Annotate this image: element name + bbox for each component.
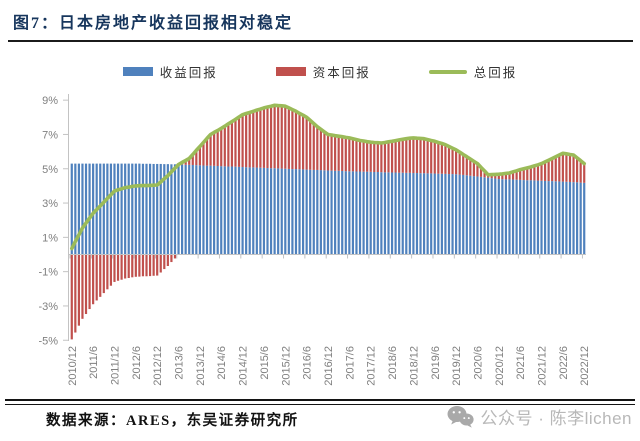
legend-item-total: 总回报: [428, 62, 518, 81]
svg-text:2012/6: 2012/6: [131, 346, 143, 380]
svg-text:2011/6: 2011/6: [88, 346, 100, 379]
data-source: 数据来源：ARES，东吴证券研究所: [46, 413, 299, 429]
figure-title: 图7：日本房地产收益回报相对稳定: [13, 15, 294, 32]
svg-text:2019/6: 2019/6: [430, 346, 442, 380]
svg-text:2014/12: 2014/12: [238, 346, 250, 386]
svg-text:9%: 9%: [42, 95, 58, 107]
svg-text:2022/12: 2022/12: [579, 346, 591, 386]
svg-text:2021/6: 2021/6: [515, 346, 527, 380]
svg-text:2012/12: 2012/12: [152, 346, 164, 386]
svg-text:-3%: -3%: [38, 301, 58, 313]
svg-text:2017/12: 2017/12: [366, 346, 378, 386]
svg-text:2014/6: 2014/6: [216, 346, 228, 380]
svg-text:2013/6: 2013/6: [174, 346, 186, 380]
svg-text:2022/6: 2022/6: [558, 346, 570, 380]
legend-label-total: 总回报: [473, 66, 518, 80]
svg-text:2020/12: 2020/12: [494, 346, 506, 386]
svg-text:2018/12: 2018/12: [408, 346, 420, 386]
watermark: 公众号 · 陈李lichen: [447, 404, 632, 429]
footer-divider: [5, 399, 635, 405]
svg-text:2016/12: 2016/12: [323, 346, 335, 386]
chart-legend: 收益回报 资本回报 总回报: [0, 62, 640, 81]
svg-text:2018/6: 2018/6: [387, 346, 399, 380]
watermark-text: 公众号 · 陈李lichen: [480, 409, 632, 428]
svg-text:2011/12: 2011/12: [109, 346, 121, 385]
svg-text:-5%: -5%: [38, 335, 58, 347]
svg-text:3%: 3%: [42, 198, 58, 210]
svg-text:2019/12: 2019/12: [451, 346, 463, 386]
capital-swatch: [275, 67, 306, 76]
legend-label-income: 收益回报: [159, 66, 218, 80]
svg-text:2017/6: 2017/6: [344, 346, 356, 380]
chart-canvas: 9% 7% 5% 3% 1% -1% -3% -5% 2010/12 2011/6 2011/12 2…: [38, 94, 591, 386]
svg-text:7%: 7%: [42, 129, 58, 141]
svg-text:2010/12: 2010/12: [67, 346, 79, 386]
svg-text:2015/12: 2015/12: [280, 346, 292, 386]
wechat-icon: [447, 406, 475, 428]
svg-text:2020/6: 2020/6: [472, 346, 484, 380]
svg-text:5%: 5%: [42, 164, 58, 176]
legend-item-capital: 资本回报: [275, 62, 371, 81]
svg-text:2016/6: 2016/6: [302, 346, 314, 380]
income-swatch: [122, 67, 153, 76]
legend-item-income: 收益回报: [122, 62, 218, 81]
svg-text:-1%: -1%: [38, 267, 58, 279]
legend-label-capital: 资本回报: [312, 66, 371, 80]
svg-text:2015/6: 2015/6: [259, 346, 271, 380]
title-divider: [8, 40, 633, 42]
svg-text:2021/12: 2021/12: [537, 346, 549, 386]
svg-text:2013/12: 2013/12: [195, 346, 207, 386]
svg-text:1%: 1%: [42, 232, 58, 244]
total-swatch: [428, 69, 467, 74]
